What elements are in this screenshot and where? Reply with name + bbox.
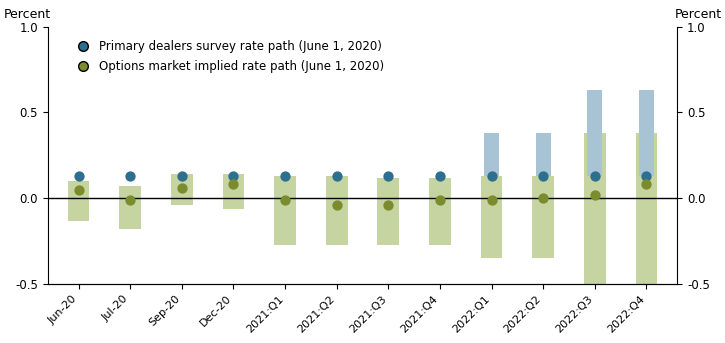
Point [176,173,188,179]
Point [72,173,84,179]
Point [176,185,188,191]
Point [486,173,497,179]
Bar [120,186,141,229]
Point [331,202,342,208]
Point [434,197,446,203]
Bar [274,176,296,245]
Bar [223,174,244,209]
Point [228,182,239,187]
Point [537,196,549,201]
Bar [378,178,399,245]
Point [641,173,652,179]
Point [434,173,446,179]
Text: Percent: Percent [4,9,51,22]
Point [383,202,394,208]
Point [228,173,239,179]
Point [331,173,342,179]
Point [589,192,600,198]
Point [125,197,136,203]
Point [279,197,291,203]
Point [486,197,497,203]
Bar [68,181,89,221]
Legend: Primary dealers survey rate path (June 1, 2020), Options market implied rate pat: Primary dealers survey rate path (June 1… [66,35,389,78]
Point [537,173,549,179]
Bar [636,133,657,284]
Bar [536,133,551,176]
Point [641,182,652,187]
Bar [584,133,605,284]
Bar [326,176,347,245]
Point [383,173,394,179]
Point [589,173,600,179]
Point [279,173,291,179]
Bar [484,133,499,176]
Bar [587,90,602,176]
Text: Percent: Percent [674,9,721,22]
Bar [481,176,502,258]
Bar [639,90,654,176]
Point [72,187,84,192]
Bar [171,174,193,205]
Bar [429,178,451,245]
Bar [532,176,554,258]
Point [125,173,136,179]
